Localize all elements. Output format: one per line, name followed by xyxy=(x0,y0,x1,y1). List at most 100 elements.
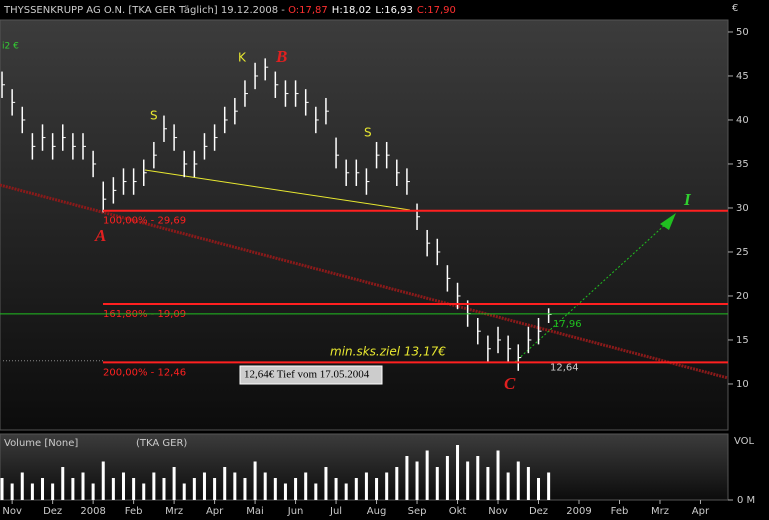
annotation: 12,64€ Tief vom 17.05.2004 xyxy=(244,369,370,381)
volume-bar xyxy=(0,478,4,500)
y-tick-label: 35 xyxy=(736,159,749,170)
trend-line xyxy=(0,183,729,380)
left-label: i2 € xyxy=(2,42,19,52)
volume-bar xyxy=(81,472,85,500)
x-tick-label: Apr xyxy=(206,506,224,517)
x-tick-label: Aug xyxy=(367,506,387,517)
volume-bar xyxy=(526,467,530,500)
x-tick-label: Mrz xyxy=(165,506,183,517)
x-tick-label: Dez xyxy=(43,506,62,517)
target-arrow xyxy=(514,221,669,363)
x-tick-label: Mrz xyxy=(651,506,669,517)
level-label: 100,00% - 29,69 xyxy=(103,216,186,227)
currency: € xyxy=(732,3,738,14)
volume-bar xyxy=(273,478,277,500)
annotation: A xyxy=(94,226,106,245)
marks xyxy=(1,58,552,371)
x-tick-label: Mai xyxy=(246,506,264,517)
volume-bar xyxy=(20,472,24,500)
volume-bar xyxy=(324,467,328,500)
volume-bar xyxy=(496,450,500,500)
note-box xyxy=(239,365,383,385)
volume-bar xyxy=(466,461,470,500)
volume-bar xyxy=(263,472,267,500)
x-tick-label: Feb xyxy=(125,506,143,517)
x-tick-label: 2009 xyxy=(566,506,591,517)
y-tick-label: 10 xyxy=(736,379,749,390)
quote-value: L:16,93 xyxy=(375,5,413,16)
volume-bar xyxy=(213,478,217,500)
volume-bar xyxy=(132,478,136,500)
volume-bar xyxy=(294,478,298,500)
volume-bar xyxy=(172,467,176,500)
y-tick-label: 50 xyxy=(736,27,749,38)
level-label: 161,80% - 19,09 xyxy=(103,309,186,320)
volume-bar xyxy=(223,467,227,500)
volume-panel xyxy=(0,433,729,501)
price-label: 12,64 xyxy=(550,363,579,374)
volume-bar xyxy=(192,478,196,500)
volume-bar xyxy=(41,478,45,500)
volume-title: Volume [None] xyxy=(4,438,78,449)
x-tick-label: 2008 xyxy=(80,506,105,517)
annotation: B xyxy=(275,47,287,66)
volume-tick-label: 0 M xyxy=(737,495,755,506)
x-tick-label: Apr xyxy=(692,506,710,517)
volume-bar xyxy=(304,472,308,500)
x-tick-label: Nov xyxy=(488,506,508,517)
x-tick-label: Jul xyxy=(329,506,342,517)
y-tick-label: 25 xyxy=(736,247,749,258)
volume-bar xyxy=(486,467,490,500)
volume-bar xyxy=(162,478,166,500)
volume-bar xyxy=(182,483,186,500)
volume-bar xyxy=(30,483,34,500)
volume-bar xyxy=(395,467,399,500)
volume-bar xyxy=(344,483,348,500)
volume-bar xyxy=(476,456,480,500)
volume-bar xyxy=(142,483,146,500)
volume-bar xyxy=(91,483,95,500)
volume-bar xyxy=(10,483,14,500)
annotation: I xyxy=(683,190,692,209)
volume-bar xyxy=(243,478,247,500)
chart-title: THYSSENKRUPP AG O.N. [TKA GER Täglich] 1… xyxy=(3,5,456,16)
y-tick-label: 20 xyxy=(736,291,749,302)
annotation: S xyxy=(364,126,372,140)
x-tick-label: Dez xyxy=(529,506,548,517)
volume-bar xyxy=(111,478,115,500)
volume-bar xyxy=(516,461,520,500)
volume-bar xyxy=(456,445,460,500)
y-tick-label: 45 xyxy=(736,71,749,82)
annotation: min.sks.ziel 13,17€ xyxy=(330,345,446,359)
level-label: 17,96 xyxy=(553,319,582,330)
annotation: C xyxy=(504,374,516,393)
volume-bar xyxy=(152,472,156,500)
volume-bar xyxy=(385,472,389,500)
volume-bar xyxy=(354,478,358,500)
x-tick-label: Okt xyxy=(449,506,467,517)
volume-bar xyxy=(445,456,449,500)
volume-bar xyxy=(375,478,379,500)
volume-bar xyxy=(253,461,257,500)
annotation: S xyxy=(150,109,158,123)
volume-label: (TKA GER) xyxy=(136,438,187,449)
volume-bar xyxy=(121,472,125,500)
level-label: 200,00% - 12,46 xyxy=(103,367,186,378)
volume-bar xyxy=(233,472,237,500)
quote-value: H:18,02 xyxy=(332,5,372,16)
neckline xyxy=(144,169,411,211)
title-text: THYSSENKRUPP AG O.N. [TKA GER Täglich] 1… xyxy=(3,5,288,16)
volume-bar xyxy=(71,478,75,500)
volume-bar xyxy=(364,472,368,500)
x-tick-label: Nov xyxy=(2,506,22,517)
x-tick-label: Sep xyxy=(408,506,427,517)
volume-bar xyxy=(547,472,551,500)
volume-bar xyxy=(283,483,287,500)
volume-bar xyxy=(202,472,206,500)
volume-bar xyxy=(61,467,65,500)
y-tick-label: 30 xyxy=(736,203,749,214)
quote-value: C:17,90 xyxy=(417,5,456,16)
y-tick-label: 15 xyxy=(736,335,749,346)
volume-bar xyxy=(506,472,510,500)
